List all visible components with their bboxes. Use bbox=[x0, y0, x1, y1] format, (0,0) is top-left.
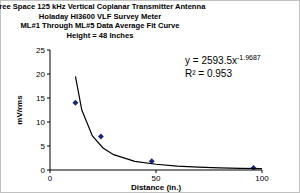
x-tick-label: 100 bbox=[255, 174, 269, 183]
fit-curve bbox=[75, 76, 262, 168]
chart-frame bbox=[1, 1, 300, 193]
y-tick-label: 15 bbox=[36, 94, 45, 103]
y-tick-label: 25 bbox=[36, 46, 45, 55]
x-tick bbox=[156, 170, 157, 173]
x-tick-label: 50 bbox=[152, 174, 161, 183]
x-tick bbox=[262, 170, 263, 173]
chart-title: Holaday HI3600 VLF Survey Meter bbox=[39, 12, 161, 21]
y-tick bbox=[47, 122, 50, 123]
data-point bbox=[72, 100, 78, 106]
x-tick bbox=[50, 170, 51, 173]
chart-title: Height = 48 Inches bbox=[67, 31, 134, 40]
data-point bbox=[251, 165, 257, 170]
annotation: R² = 0.953 bbox=[185, 68, 232, 79]
annotation-text: y = 2593.5x bbox=[185, 55, 237, 66]
y-tick bbox=[47, 50, 50, 51]
chart-title: Free Space 125 kHz Vertical Coplanar Tra… bbox=[0, 2, 206, 11]
y-tick bbox=[47, 98, 50, 99]
y-tick bbox=[47, 146, 50, 147]
chart: Free Space 125 kHz Vertical Coplanar Tra… bbox=[0, 0, 300, 193]
y-tick-label: 5 bbox=[41, 142, 46, 151]
annotation-text: R² = 0.953 bbox=[185, 68, 232, 79]
y-axis bbox=[50, 50, 51, 170]
y-tick-label: 10 bbox=[36, 118, 45, 127]
chart-title: ML#1 Through ML#5 Data Average Fit Curve bbox=[21, 21, 180, 30]
plot-area bbox=[72, 76, 262, 170]
annotation-superscript: -1.9687 bbox=[237, 54, 261, 61]
y-tick-label: 20 bbox=[36, 70, 45, 79]
annotation: y = 2593.5x-1.9687 bbox=[185, 54, 261, 66]
y-axis-label: mV/rms bbox=[15, 95, 24, 125]
y-tick bbox=[47, 74, 50, 75]
x-axis-label: Distance (in.) bbox=[131, 183, 182, 192]
y-tick-label: 0 bbox=[41, 166, 46, 175]
data-point bbox=[98, 133, 104, 139]
x-tick-label: 0 bbox=[48, 174, 53, 183]
